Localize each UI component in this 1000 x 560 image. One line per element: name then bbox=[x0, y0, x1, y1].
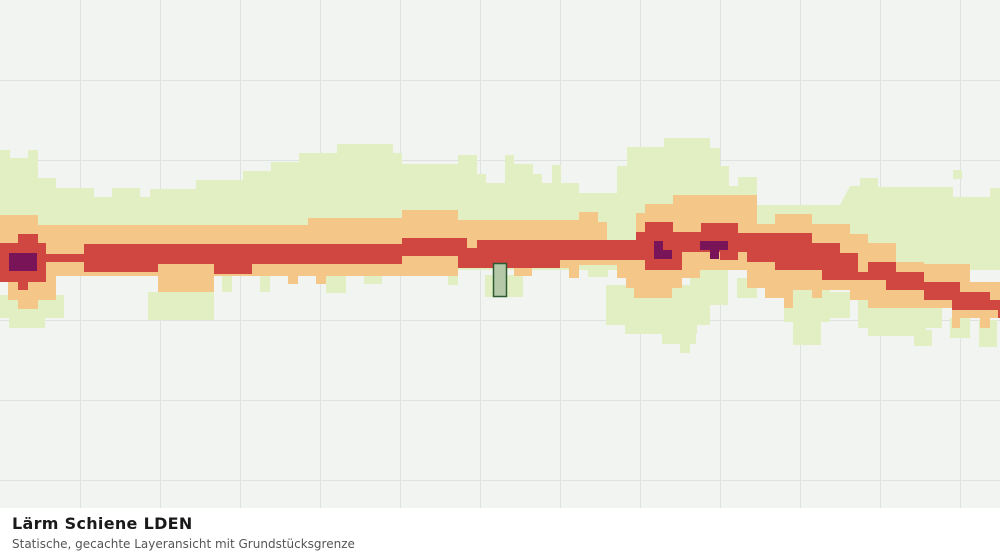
layer-title: Lärm Schiene LDEN bbox=[12, 514, 193, 533]
noise-zone-very-high bbox=[9, 241, 728, 271]
map-view[interactable] bbox=[0, 0, 1000, 508]
caption-panel: Lärm Schiene LDEN Statische, gecachte La… bbox=[0, 508, 1000, 560]
noise-zone-high bbox=[0, 222, 1000, 318]
layer-subtitle: Statische, gecachte Layeransicht mit Gru… bbox=[12, 537, 355, 551]
parcel-boundary[interactable] bbox=[492, 262, 508, 298]
